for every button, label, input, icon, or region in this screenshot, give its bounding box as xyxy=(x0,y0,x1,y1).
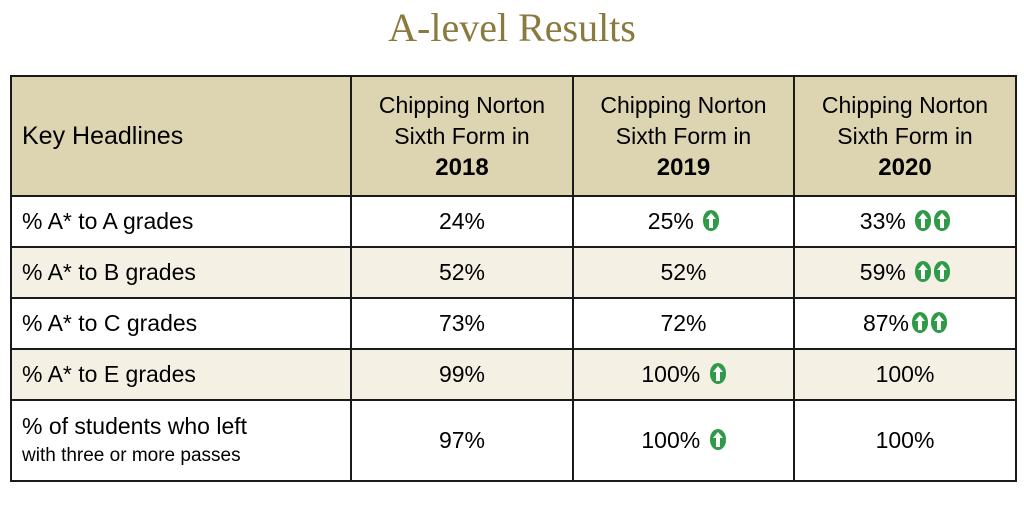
cell-2020: 100% xyxy=(793,399,1017,482)
cell-2020: 87% xyxy=(793,297,1017,350)
cell-2018: 52% xyxy=(350,246,574,299)
cell-2019: 72% xyxy=(572,297,795,350)
table-row: % of students who left with three or mor… xyxy=(10,399,1017,482)
header-year: 2018 xyxy=(435,153,489,181)
cell-value: 52% xyxy=(438,259,486,285)
table-row: % A* to E grades 99% 100% 100% xyxy=(10,348,1017,401)
cell-value: 100% xyxy=(875,427,935,453)
header-year: 2019 xyxy=(656,153,711,181)
cell-2019: 100% xyxy=(572,348,795,401)
cell-2020: 59% xyxy=(793,246,1017,299)
header-year: 2020 xyxy=(878,153,932,181)
table-row: % A* to A grades 24% 25% 33% xyxy=(10,195,1017,248)
cell-value: 100% xyxy=(641,427,701,453)
cell-value: 97% xyxy=(438,427,486,453)
header-line2: Sixth Form in xyxy=(837,122,973,149)
cell-value: 33% xyxy=(859,208,906,234)
cell-2019: 25% xyxy=(572,195,795,248)
row-label: % A* to C grades xyxy=(10,297,352,350)
results-table: Key Headlines Chipping Norton Sixth Form… xyxy=(10,75,1017,482)
cell-2020: 33% xyxy=(793,195,1017,248)
up-arrow-icon xyxy=(934,210,951,231)
cell-value: 25% xyxy=(647,208,694,234)
up-arrow-icon xyxy=(709,363,726,384)
cell-2019: 100% xyxy=(572,399,795,482)
row-label-sub: with three or more passes xyxy=(22,444,241,466)
cell-2019: 52% xyxy=(572,246,795,299)
up-arrow-icon xyxy=(912,312,929,333)
cell-value: 59% xyxy=(859,259,906,285)
cell-value: 87% xyxy=(862,310,910,336)
row-label: % A* to A grades xyxy=(10,195,352,248)
cell-2020: 100% xyxy=(793,348,1017,401)
row-label: % A* to B grades xyxy=(10,246,352,299)
cell-2018: 24% xyxy=(350,195,574,248)
cell-value: 24% xyxy=(438,208,486,234)
header-column-2019: Chipping Norton Sixth Form in 2019 xyxy=(572,75,795,197)
cell-2018: 73% xyxy=(350,297,574,350)
up-arrow-icon xyxy=(934,261,951,282)
row-label: % of students who left with three or mor… xyxy=(10,399,352,482)
cell-value: 52% xyxy=(660,259,707,285)
up-arrow-icon xyxy=(709,429,726,450)
header-line1: Chipping Norton xyxy=(821,91,989,118)
row-label: % A* to E grades xyxy=(10,348,352,401)
cell-value: 73% xyxy=(438,310,486,336)
up-arrow-icon xyxy=(915,210,932,231)
cell-value: 100% xyxy=(641,361,701,387)
header-line1: Chipping Norton xyxy=(378,91,546,118)
cell-2018: 97% xyxy=(350,399,574,482)
header-line1: Chipping Norton xyxy=(600,91,767,118)
page-title: A-level Results xyxy=(388,5,636,50)
table-row: % A* to B grades 52% 52% 59% xyxy=(10,246,1017,299)
up-arrow-icon xyxy=(915,261,932,282)
cell-2018: 99% xyxy=(350,348,574,401)
header-line2: Sixth Form in xyxy=(394,122,530,149)
header-column-2018: Chipping Norton Sixth Form in 2018 xyxy=(350,75,574,197)
table-header-row: Key Headlines Chipping Norton Sixth Form… xyxy=(10,75,1017,197)
header-column-2020: Chipping Norton Sixth Form in 2020 xyxy=(793,75,1017,197)
cell-value: 72% xyxy=(660,310,707,336)
row-label-main: % of students who left xyxy=(22,412,248,439)
header-key-headlines: Key Headlines xyxy=(10,75,352,197)
header-line2: Sixth Form in xyxy=(615,122,752,149)
cell-value: 100% xyxy=(875,361,935,387)
up-arrow-icon xyxy=(703,210,720,231)
up-arrow-icon xyxy=(931,312,948,333)
cell-value: 99% xyxy=(438,361,486,387)
table-row: % A* to C grades 73% 72% 87% xyxy=(10,297,1017,350)
